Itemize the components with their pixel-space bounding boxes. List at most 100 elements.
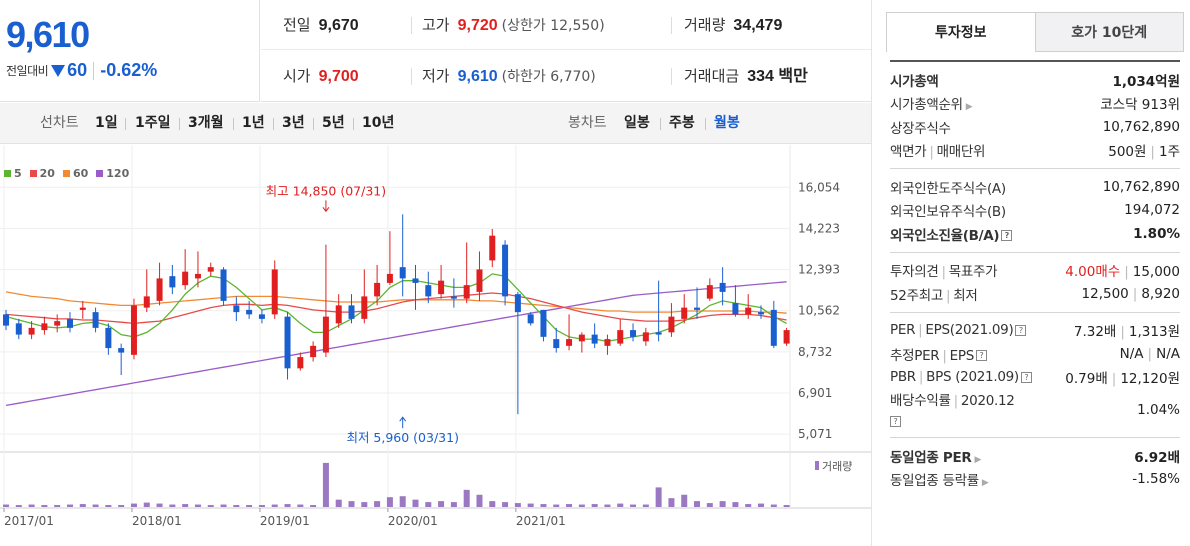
candle-body bbox=[745, 307, 752, 315]
candle-body bbox=[591, 334, 598, 344]
current-price: 9,610 bbox=[6, 14, 90, 55]
volume-bar bbox=[553, 504, 560, 507]
volume-bar bbox=[578, 504, 585, 507]
period-1y[interactable]: 1년 bbox=[242, 115, 265, 131]
volume-bar bbox=[655, 487, 662, 507]
x-tick-label: 2017/01 bbox=[4, 514, 54, 528]
low-price: 저가 9,610 (하한가 6,770) bbox=[411, 51, 596, 101]
candle-body bbox=[28, 327, 35, 335]
candle-body bbox=[194, 273, 201, 279]
help-icon[interactable]: ? bbox=[890, 415, 901, 427]
period-1d[interactable]: 1일 bbox=[95, 115, 118, 131]
candle-body bbox=[130, 305, 137, 355]
period-3y[interactable]: 3년 bbox=[282, 115, 305, 131]
volume-bar bbox=[668, 498, 675, 507]
volume-bar bbox=[143, 502, 150, 507]
volume-bar bbox=[694, 501, 701, 507]
period-5y[interactable]: 5년 bbox=[322, 115, 345, 131]
period-10y[interactable]: 10년 bbox=[362, 115, 395, 131]
volume-bar bbox=[361, 502, 368, 507]
candle-body bbox=[284, 316, 291, 369]
chart-section: 9,610 전일대비 60 -0.62% 전일 9,670 고가 9,720 (상한가… bbox=[0, 0, 872, 546]
candle-body bbox=[706, 285, 713, 299]
ma120-line bbox=[5, 281, 787, 407]
candle-body bbox=[578, 334, 585, 342]
tab-order-book[interactable]: 호가 10단계 bbox=[1035, 12, 1184, 52]
cap-rank-row[interactable]: 시가총액순위 ▶ 코스닥 913위 bbox=[890, 92, 1180, 116]
candle-body bbox=[668, 316, 675, 333]
candle-body bbox=[642, 332, 649, 342]
y-tick-label: 5,071 bbox=[798, 427, 832, 441]
candle-body bbox=[527, 314, 534, 324]
low-label: 저가 bbox=[422, 67, 450, 85]
market-cap-value: 1,034억원 bbox=[1112, 73, 1180, 90]
current-price-box: 9,610 전일대비 60 -0.62% bbox=[0, 0, 260, 102]
candle-body bbox=[694, 307, 701, 310]
industry-change-row[interactable]: 동일업종 등락률 ▶ -1.58% bbox=[890, 468, 1180, 492]
period-1w[interactable]: 1주일 bbox=[135, 115, 171, 131]
divider bbox=[93, 61, 95, 80]
volume-bar bbox=[310, 505, 317, 507]
est-eps-label: EPS bbox=[949, 347, 975, 364]
candle-weekly[interactable]: 주봉 bbox=[669, 115, 695, 131]
candle-body bbox=[182, 271, 189, 286]
candle-body bbox=[412, 278, 419, 283]
par-row: 액면가 | 매매단위 500원 | 1주 bbox=[890, 144, 1180, 161]
help-icon[interactable]: ? bbox=[1020, 371, 1032, 383]
help-icon[interactable]: ? bbox=[1015, 324, 1027, 336]
volume-bar bbox=[156, 503, 163, 507]
divider bbox=[179, 118, 180, 130]
trade-amount: 거래대금 334 백만 bbox=[671, 51, 808, 101]
chevron-right-icon: ▶ bbox=[974, 454, 982, 465]
volume-bar bbox=[630, 504, 637, 507]
chart-period-bar: 선차트 1일 1주일 3개월 1년 3년 5년 10년 봉차트 일봉 주봉 월봉 bbox=[0, 103, 871, 144]
summary-row: 전일 9,670 고가 9,720 (상한가 12,550) 거래량 34,479 bbox=[261, 0, 871, 50]
change-rate: -0.62% bbox=[100, 60, 158, 80]
open-value: 9,700 bbox=[318, 68, 359, 85]
volume-bar bbox=[297, 504, 304, 507]
volume-bar bbox=[758, 503, 765, 507]
foreign-ratio-row: 외국인소진율(B/A)? 1.80% bbox=[890, 222, 1180, 246]
volume-bar bbox=[41, 505, 48, 507]
chart-canvas: 16,054 14,223 12,393 10,562 8,732 6,901 5,071 2… bbox=[0, 145, 871, 528]
prev-close: 전일 9,670 bbox=[283, 0, 359, 50]
candle-body bbox=[566, 339, 573, 346]
volume-bar bbox=[514, 503, 521, 507]
divider bbox=[660, 118, 661, 130]
volume-bar bbox=[182, 504, 189, 507]
candle-body bbox=[361, 296, 368, 319]
volume-bar bbox=[591, 504, 598, 507]
volume-bar bbox=[386, 497, 393, 507]
volume-bar bbox=[66, 504, 73, 507]
help-icon[interactable]: ? bbox=[1001, 230, 1013, 242]
down-triangle-icon bbox=[51, 64, 66, 77]
tab-investment-info[interactable]: 투자정보 bbox=[886, 12, 1036, 52]
prev-close-value: 9,670 bbox=[318, 17, 359, 34]
y-tick-label: 8,732 bbox=[798, 345, 832, 359]
foreign-limit-value: 10,762,890 bbox=[1102, 178, 1180, 195]
candle-body bbox=[514, 294, 521, 313]
candle-daily[interactable]: 일봉 bbox=[624, 115, 650, 131]
info-section-foreign: 외국인한도주식수(A) 10,762,890 외국인보유주식수(B) 194,0… bbox=[890, 169, 1180, 253]
est-per-row: 추정PER | EPS? N/A | N/A bbox=[890, 345, 1180, 364]
industry-per-row[interactable]: 동일업종 PER ▶ 6.92배 bbox=[890, 444, 1180, 468]
candle-body bbox=[54, 321, 61, 326]
bps-label: BPS (2021.09) bbox=[926, 369, 1019, 386]
volume-bar bbox=[92, 504, 99, 507]
divider bbox=[411, 17, 412, 34]
volume-bar bbox=[412, 499, 419, 507]
volume-bar bbox=[194, 504, 201, 507]
volume-bar bbox=[3, 504, 9, 507]
volume-bar bbox=[335, 499, 342, 507]
foreign-limit-label: 외국인한도주식수(A) bbox=[890, 180, 1006, 197]
divider bbox=[313, 118, 314, 130]
candle-body bbox=[258, 314, 265, 319]
candle-body bbox=[143, 296, 150, 308]
per-value: 7.32배 bbox=[1073, 324, 1117, 341]
volume-bar bbox=[604, 504, 611, 507]
shares-row: 상장주식수 10,762,890 bbox=[890, 115, 1180, 139]
period-3m[interactable]: 3개월 bbox=[188, 115, 224, 131]
volume-bar bbox=[130, 503, 137, 507]
help-icon[interactable]: ? bbox=[976, 350, 987, 362]
candle-monthly[interactable]: 월봉 bbox=[714, 115, 740, 131]
